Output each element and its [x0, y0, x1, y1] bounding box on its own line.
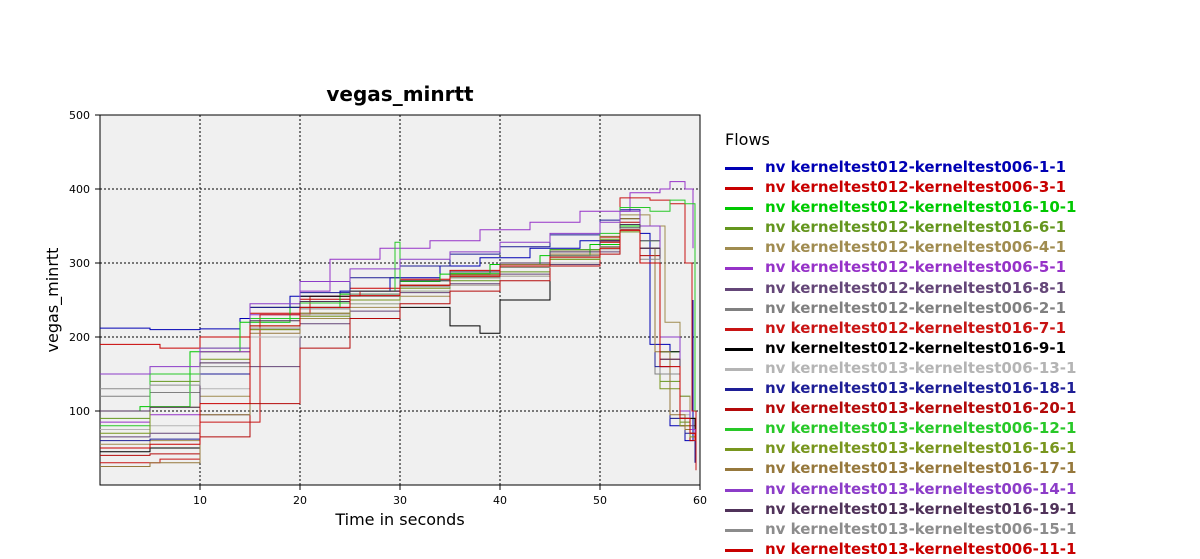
x-tick-label: 20 — [293, 494, 307, 507]
legend-label: nv kerneltest012-kerneltest016-9-1 — [765, 338, 1067, 357]
y-tick-label: 100 — [69, 405, 90, 418]
x-tick-label: 50 — [593, 494, 607, 507]
legend-label: nv kerneltest012-kerneltest016-7-1 — [765, 318, 1067, 337]
legend-item: nv kerneltest013-kerneltest016-20-1 — [725, 398, 1076, 418]
legend: Flows nv kerneltest012-kerneltest006-1-1… — [725, 130, 1076, 559]
legend-title: Flows — [725, 130, 770, 149]
legend-swatch — [725, 267, 753, 271]
legend-label: nv kerneltest013-kerneltest006-11-1 — [765, 539, 1077, 558]
legend-label: nv kerneltest013-kerneltest016-18-1 — [765, 379, 1077, 398]
x-axis-label: Time in seconds — [334, 510, 464, 529]
legend-swatch — [725, 367, 753, 371]
legend-label: nv kerneltest013-kerneltest016-20-1 — [765, 399, 1077, 418]
series-line — [100, 229, 696, 449]
legend-label: nv kerneltest013-kerneltest006-12-1 — [765, 419, 1077, 438]
x-tick-label: 60 — [693, 494, 707, 507]
x-tick-label: 40 — [493, 494, 507, 507]
legend-swatch — [725, 448, 753, 452]
legend-label: nv kerneltest013-kerneltest006-14-1 — [765, 479, 1077, 498]
legend-label: nv kerneltest012-kerneltest006-3-1 — [765, 178, 1067, 197]
legend-item: nv kerneltest012-kerneltest016-9-1 — [725, 338, 1066, 358]
legend-swatch — [725, 187, 753, 191]
legend-label: nv kerneltest012-kerneltest016-6-1 — [765, 218, 1067, 237]
legend-item: nv kerneltest012-kerneltest006-2-1 — [725, 298, 1066, 318]
legend-item: nv kerneltest013-kerneltest016-19-1 — [725, 499, 1076, 519]
legend-label: nv kerneltest013-kerneltest006-13-1 — [765, 358, 1077, 377]
y-axis-label: vegas_minrtt — [43, 248, 63, 353]
legend-item: nv kerneltest012-kerneltest006-3-1 — [725, 177, 1066, 197]
axis-ticks: 10 20 30 40 50 60 100 200 300 400 500 — [69, 109, 707, 507]
legend-swatch — [725, 468, 753, 472]
legend-item: nv kerneltest012-kerneltest006-4-1 — [725, 237, 1066, 257]
y-tick-label: 500 — [69, 109, 90, 122]
legend-swatch — [725, 307, 753, 311]
legend-swatch — [725, 408, 753, 412]
legend-swatch — [725, 327, 753, 331]
legend-item: nv kerneltest013-kerneltest016-17-1 — [725, 458, 1076, 478]
legend-item: nv kerneltest013-kerneltest006-14-1 — [725, 479, 1076, 499]
legend-swatch — [725, 247, 753, 251]
legend-label: nv kerneltest012-kerneltest006-5-1 — [765, 258, 1067, 277]
x-tick-label: 10 — [193, 494, 207, 507]
legend-swatch — [725, 227, 753, 231]
legend-item: nv kerneltest013-kerneltest016-18-1 — [725, 378, 1076, 398]
legend-item: nv kerneltest012-kerneltest006-5-1 — [725, 257, 1066, 277]
y-tick-label: 400 — [69, 183, 90, 196]
legend-label: nv kerneltest013-kerneltest016-17-1 — [765, 459, 1077, 478]
legend-swatch — [725, 428, 753, 432]
legend-item: nv kerneltest013-kerneltest006-11-1 — [725, 539, 1076, 559]
y-tick-label: 200 — [69, 331, 90, 344]
legend-item: nv kerneltest012-kerneltest016-7-1 — [725, 318, 1066, 338]
legend-item: nv kerneltest013-kerneltest016-16-1 — [725, 438, 1076, 458]
legend-item: nv kerneltest012-kerneltest006-1-1 — [725, 157, 1066, 177]
legend-item: nv kerneltest013-kerneltest006-15-1 — [725, 519, 1076, 539]
legend-item: nv kerneltest013-kerneltest006-12-1 — [725, 418, 1076, 438]
legend-label: nv kerneltest012-kerneltest006-1-1 — [765, 158, 1067, 176]
x-tick-label: 30 — [393, 494, 407, 507]
legend-item: nv kerneltest012-kerneltest016-10-1 — [725, 197, 1076, 217]
legend-item: nv kerneltest013-kerneltest006-13-1 — [725, 358, 1076, 378]
legend-swatch — [725, 347, 753, 351]
legend-swatch — [725, 548, 753, 552]
legend-item: nv kerneltest012-kerneltest016-6-1 — [725, 217, 1066, 237]
legend-label: nv kerneltest012-kerneltest006-2-1 — [765, 298, 1067, 317]
y-tick-label: 300 — [69, 257, 90, 270]
legend-label: nv kerneltest012-kerneltest016-10-1 — [765, 198, 1077, 217]
legend-swatch — [725, 167, 753, 170]
legend-label: nv kerneltest013-kerneltest016-19-1 — [765, 499, 1077, 518]
legend-label: nv kerneltest013-kerneltest006-15-1 — [765, 519, 1077, 538]
legend-swatch — [725, 207, 753, 211]
legend-swatch — [725, 488, 753, 492]
series-lines — [100, 181, 697, 471]
legend-swatch — [725, 287, 753, 291]
legend-label: nv kerneltest012-kerneltest016-8-1 — [765, 278, 1067, 297]
legend-swatch — [725, 508, 753, 512]
legend-items: nv kerneltest012-kerneltest006-1-1 nv ker… — [725, 157, 1076, 559]
legend-label: nv kerneltest012-kerneltest006-4-1 — [765, 238, 1067, 257]
legend-swatch — [725, 528, 753, 532]
chart-title: vegas_minrtt — [326, 82, 474, 106]
legend-label: nv kerneltest013-kerneltest016-16-1 — [765, 439, 1077, 458]
legend-swatch — [725, 388, 753, 392]
legend-item: nv kerneltest012-kerneltest016-8-1 — [725, 278, 1066, 298]
